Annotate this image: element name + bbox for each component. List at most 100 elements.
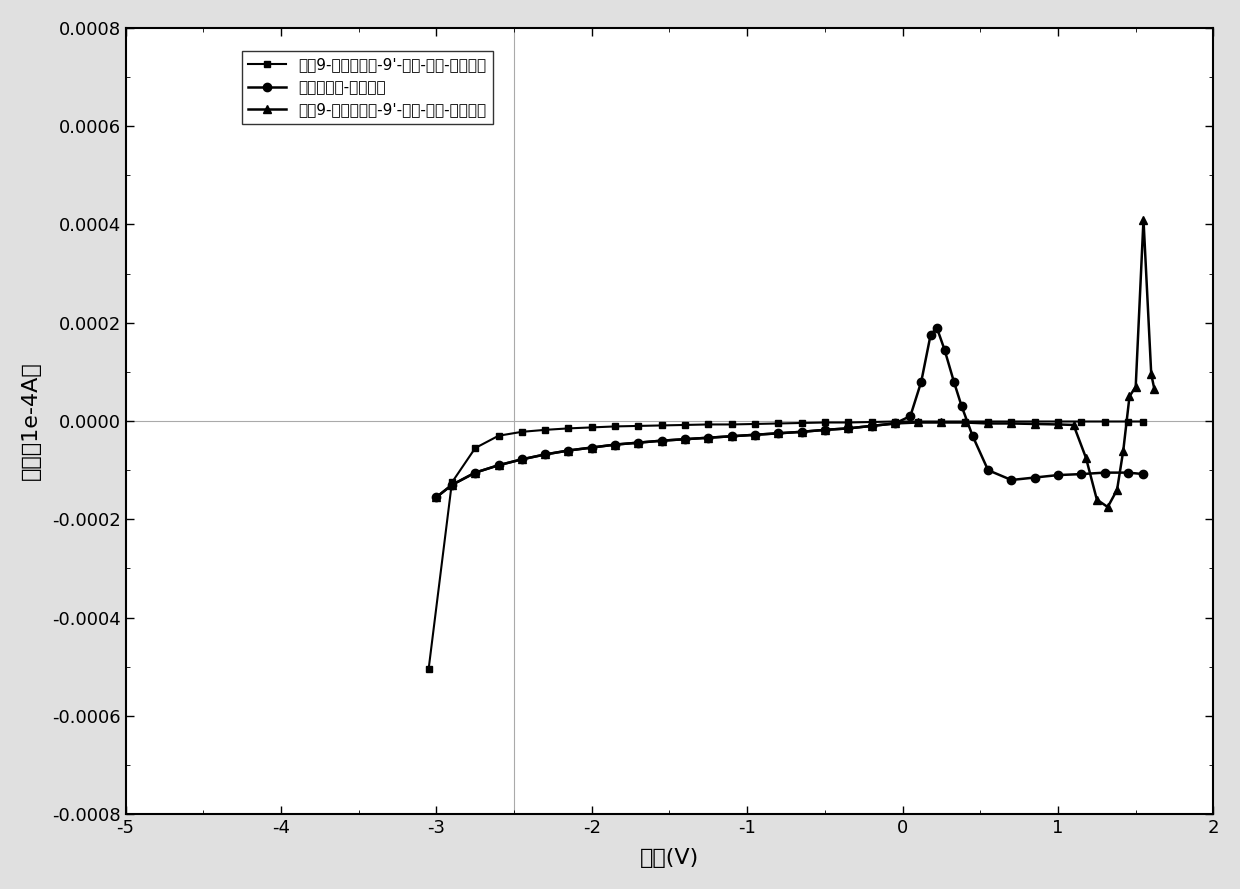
聚（9-对辛氧基苯-9'-羟基-芙）-氧化谱线 [1027, 416, 1042, 427]
聚（9-对辛氧基苯-9'-羟基-芙）-还原谱线 [748, 429, 763, 440]
二茂铁氧化-还原谱线 [1004, 475, 1019, 485]
聚（9-对辛氧基苯-9'-羟基-芙）-氧化谱线 [444, 477, 459, 488]
Legend: 聚（9-对辛氧基苯-9'-羟基-芙）-氧化谱线, 二茂铁氧化-还原谱线, 聚（9-对辛氧基苯-9'-羟基-芙）-还原谱线: 聚（9-对辛氧基苯-9'-羟基-芙）-氧化谱线, 二茂铁氧化-还原谱线, 聚（9… [242, 52, 492, 124]
聚（9-对辛氧基苯-9'-羟基-芙）-还原谱线 [1027, 419, 1042, 429]
聚（9-对辛氧基苯-9'-羟基-芙）-还原谱线 [1128, 381, 1143, 392]
聚（9-对辛氧基苯-9'-羟基-芙）-还原谱线 [491, 460, 506, 470]
二茂铁氧化-还原谱线 [724, 431, 739, 442]
聚（9-对辛氧基苯-9'-羟基-芙）-氧化谱线 [888, 416, 903, 427]
聚（9-对辛氧基苯-9'-羟基-芙）-还原谱线 [1116, 445, 1131, 456]
二茂铁氧化-还原谱线 [888, 418, 903, 428]
二茂铁氧化-还原谱线 [794, 427, 808, 437]
聚（9-对辛氧基苯-9'-羟基-芙）-氧化谱线 [560, 423, 575, 434]
聚（9-对辛氧基苯-9'-羟基-芙）-还原谱线 [957, 417, 972, 428]
二茂铁氧化-还原谱线 [608, 439, 622, 450]
聚（9-对辛氧基苯-9'-羟基-芙）-还原谱线 [910, 417, 925, 428]
聚（9-对辛氧基苯-9'-羟基-芙）-还原谱线 [655, 436, 670, 446]
二茂铁氧化-还原谱线 [1027, 472, 1042, 483]
聚（9-对辛氧基苯-9'-羟基-芙）-还原谱线 [1100, 501, 1115, 512]
聚（9-对辛氧基苯-9'-羟基-芙）-氧化谱线 [584, 422, 599, 433]
聚（9-对辛氧基苯-9'-羟基-芙）-还原谱线 [467, 468, 482, 478]
二茂铁氧化-还原谱线 [444, 479, 459, 490]
聚（9-对辛氧基苯-9'-羟基-芙）-还原谱线 [608, 439, 622, 450]
聚（9-对辛氧基苯-9'-羟基-芙）-还原谱线 [631, 437, 646, 448]
二茂铁氧化-还原谱线 [1121, 468, 1136, 478]
聚（9-对辛氧基苯-9'-羟基-芙）-氧化谱线 [771, 418, 786, 428]
聚（9-对辛氧基苯-9'-羟基-芙）-还原谱线 [538, 449, 553, 460]
聚（9-对辛氧基苯-9'-羟基-芙）-氧化谱线 [981, 416, 996, 427]
聚（9-对辛氧基苯-9'-羟基-芙）-还原谱线 [794, 427, 808, 437]
聚（9-对辛氧基苯-9'-羟基-芙）-氧化谱线 [491, 430, 506, 441]
Line: 二茂铁氧化-还原谱线: 二茂铁氧化-还原谱线 [433, 324, 1148, 501]
聚（9-对辛氧基苯-9'-羟基-芙）-还原谱线 [677, 434, 692, 444]
聚（9-对辛氧基苯-9'-羟基-芙）-氧化谱线 [1136, 416, 1151, 427]
聚（9-对辛氧基苯-9'-羟基-芙）-氧化谱线 [748, 419, 763, 429]
聚（9-对辛氧基苯-9'-羟基-芙）-氧化谱线 [608, 421, 622, 432]
聚（9-对辛氧基苯-9'-羟基-芙）-氧化谱线 [910, 416, 925, 427]
聚（9-对辛氧基苯-9'-羟基-芙）-氧化谱线 [1050, 416, 1065, 427]
二茂铁氧化-还原谱线 [955, 401, 970, 412]
聚（9-对辛氧基苯-9'-羟基-芙）-还原谱线 [1147, 384, 1162, 395]
二茂铁氧化-还原谱线 [584, 442, 599, 453]
聚（9-对辛氧基苯-9'-羟基-芙）-还原谱线 [817, 425, 832, 436]
Line: 聚（9-对辛氧基苯-9'-羟基-芙）-还原谱线: 聚（9-对辛氧基苯-9'-羟基-芙）-还原谱线 [433, 215, 1158, 511]
二茂铁氧化-还原谱线 [701, 432, 715, 443]
聚（9-对辛氧基苯-9'-羟基-芙）-氧化谱线 [677, 420, 692, 430]
聚（9-对辛氧基苯-9'-羟基-芙）-还原谱线 [429, 492, 444, 502]
聚（9-对辛氧基苯-9'-羟基-芙）-还原谱线 [701, 432, 715, 443]
聚（9-对辛氧基苯-9'-羟基-芙）-还原谱线 [1079, 453, 1094, 463]
聚（9-对辛氧基苯-9'-羟基-芙）-还原谱线 [584, 442, 599, 453]
聚（9-对辛氧基苯-9'-羟基-芙）-氧化谱线 [631, 420, 646, 431]
聚（9-对辛氧基苯-9'-羟基-芙）-还原谱线 [1110, 485, 1125, 495]
聚（9-对辛氧基苯-9'-羟基-芙）-还原谱线 [724, 431, 739, 442]
二茂铁氧化-还原谱线 [929, 323, 944, 333]
二茂铁氧化-还原谱线 [655, 436, 670, 446]
二茂铁氧化-还原谱线 [981, 465, 996, 476]
二茂铁氧化-还原谱线 [491, 460, 506, 470]
聚（9-对辛氧基苯-9'-羟基-芙）-还原谱线 [1066, 420, 1081, 430]
聚（9-对辛氧基苯-9'-羟基-芙）-还原谱线 [1090, 494, 1105, 505]
聚（9-对辛氧基苯-9'-羟基-芙）-还原谱线 [771, 428, 786, 438]
聚（9-对辛氧基苯-9'-羟基-芙）-氧化谱线 [655, 420, 670, 431]
X-axis label: 电压(V): 电压(V) [640, 848, 699, 869]
聚（9-对辛氧基苯-9'-羟基-芙）-还原谱线 [888, 418, 903, 428]
二茂铁氧化-还原谱线 [923, 330, 937, 340]
聚（9-对辛氧基苯-9'-羟基-芙）-氧化谱线 [841, 417, 856, 428]
聚（9-对辛氧基苯-9'-羟基-芙）-还原谱线 [1050, 419, 1065, 429]
聚（9-对辛氧基苯-9'-羟基-芙）-还原谱线 [1004, 418, 1019, 428]
二茂铁氧化-还原谱线 [864, 420, 879, 431]
二茂铁氧化-还原谱线 [1136, 469, 1151, 479]
二茂铁氧化-还原谱线 [937, 344, 952, 355]
聚（9-对辛氧基苯-9'-羟基-芙）-氧化谱线 [817, 417, 832, 428]
二茂铁氧化-还原谱线 [965, 430, 980, 441]
二茂铁氧化-还原谱线 [817, 425, 832, 436]
聚（9-对辛氧基苯-9'-羟基-芙）-氧化谱线 [724, 419, 739, 429]
聚（9-对辛氧基苯-9'-羟基-芙）-还原谱线 [1136, 214, 1151, 225]
二茂铁氧化-还原谱线 [1074, 469, 1089, 479]
聚（9-对辛氧基苯-9'-羟基-芙）-氧化谱线 [515, 427, 529, 437]
聚（9-对辛氧基苯-9'-羟基-芙）-氧化谱线 [422, 664, 436, 675]
聚（9-对辛氧基苯-9'-羟基-芙）-还原谱线 [515, 454, 529, 465]
聚（9-对辛氧基苯-9'-羟基-芙）-氧化谱线 [957, 416, 972, 427]
二茂铁氧化-还原谱线 [1050, 469, 1065, 480]
聚（9-对辛氧基苯-9'-羟基-芙）-还原谱线 [1143, 369, 1158, 380]
聚（9-对辛氧基苯-9'-羟基-芙）-氧化谱线 [538, 425, 553, 436]
聚（9-对辛氧基苯-9'-羟基-芙）-还原谱线 [864, 420, 879, 431]
二茂铁氧化-还原谱线 [677, 434, 692, 444]
聚（9-对辛氧基苯-9'-羟基-芙）-还原谱线 [560, 445, 575, 456]
聚（9-对辛氧基苯-9'-羟基-芙）-氧化谱线 [1004, 416, 1019, 427]
聚（9-对辛氧基苯-9'-羟基-芙）-氧化谱线 [794, 418, 808, 428]
二茂铁氧化-还原谱线 [538, 449, 553, 460]
Line: 聚（9-对辛氧基苯-9'-羟基-芙）-氧化谱线: 聚（9-对辛氧基苯-9'-羟基-芙）-氧化谱线 [425, 419, 1146, 672]
二茂铁氧化-还原谱线 [771, 428, 786, 438]
二茂铁氧化-还原谱线 [467, 468, 482, 478]
聚（9-对辛氧基苯-9'-羟基-芙）-还原谱线 [981, 418, 996, 428]
二茂铁氧化-还原谱线 [841, 423, 856, 434]
聚（9-对辛氧基苯-9'-羟基-芙）-氧化谱线 [1121, 416, 1136, 427]
聚（9-对辛氧基苯-9'-羟基-芙）-还原谱线 [1122, 391, 1137, 402]
聚（9-对辛氧基苯-9'-羟基-芙）-还原谱线 [934, 417, 949, 428]
聚（9-对辛氧基苯-9'-羟基-芙）-还原谱线 [841, 423, 856, 434]
聚（9-对辛氧基苯-9'-羟基-芙）-氧化谱线 [467, 443, 482, 453]
二茂铁氧化-还原谱线 [946, 376, 961, 387]
二茂铁氧化-还原谱线 [1097, 468, 1112, 478]
